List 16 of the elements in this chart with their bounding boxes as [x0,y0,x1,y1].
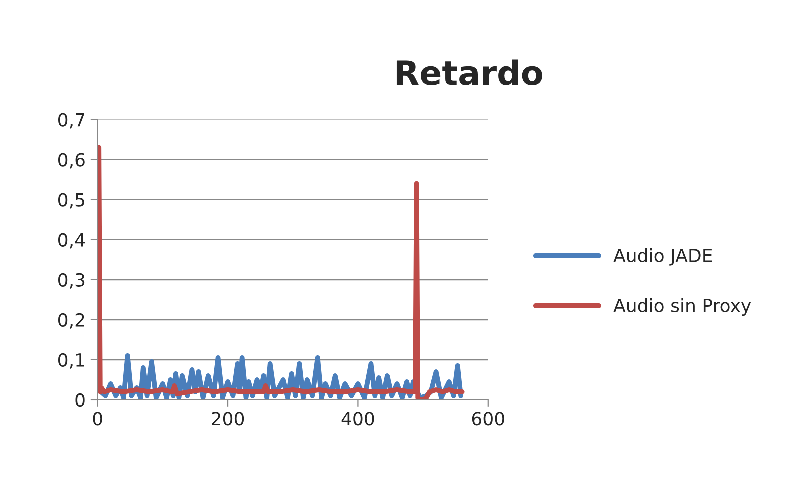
x-tick-label: 400 [342,412,374,426]
y-tick-label: 0,2 [58,313,84,329]
y-tick-label: 0,5 [58,193,84,209]
x-tick-label: 0 [93,412,102,426]
y-tick-label: 0,6 [58,153,85,169]
legend-label: Audio JADE [614,248,712,266]
chart-title: Retardo [396,60,542,86]
y-tick-label: 0,3 [58,273,85,289]
line-series [98,145,465,400]
legend-label: Audio sin Proxy [614,298,752,316]
y-tick-label: 0,4 [58,233,86,249]
y-tick-label: 0,7 [58,113,84,129]
x-tick-label: 600 [472,412,504,426]
y-tick-label: 0 [76,393,85,408]
y-tick-label: 0,1 [58,353,84,369]
x-tick-label: 200 [212,412,244,426]
